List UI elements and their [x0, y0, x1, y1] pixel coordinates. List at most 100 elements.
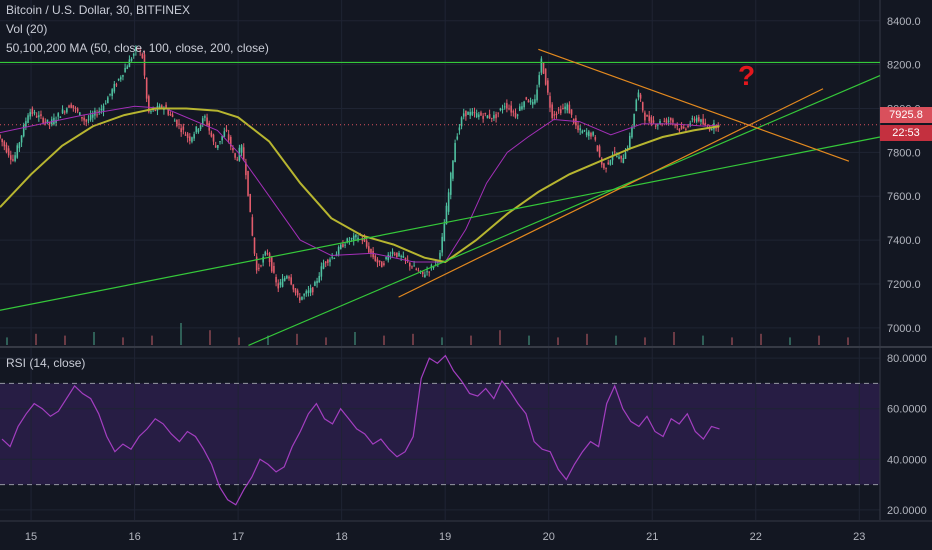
candle-body [678, 128, 681, 131]
candle-body [633, 113, 635, 126]
volume-bar [267, 335, 269, 345]
candle-body [307, 290, 310, 294]
candle-body [12, 159, 14, 161]
candle-body [178, 123, 180, 125]
candle-body [18, 142, 21, 149]
candle-body [5, 144, 8, 153]
candle-body [141, 54, 144, 59]
candle-body [130, 58, 133, 61]
rsi-line [1, 354, 720, 506]
candle-body [59, 116, 62, 118]
candle-body [458, 127, 461, 131]
candle-body [641, 102, 644, 111]
candle-body [264, 251, 267, 256]
candle-body [445, 205, 448, 225]
candle-body [629, 135, 631, 148]
candle-body [659, 121, 661, 124]
volume-bar [615, 335, 617, 345]
candle-body [449, 172, 452, 195]
candle-body [579, 128, 581, 131]
candle-body [337, 247, 340, 255]
candle-body [672, 119, 674, 123]
candle-body [393, 253, 396, 255]
candle-body [311, 287, 314, 293]
candle-body [650, 117, 653, 125]
rsi-band [0, 383, 880, 485]
candle-body [510, 105, 512, 113]
candle-body [117, 78, 120, 81]
candle-body [519, 106, 521, 111]
candle-body [3, 141, 6, 147]
candle-body [691, 118, 694, 120]
candle-body [83, 117, 85, 121]
candle-body [635, 99, 638, 112]
candle-body [387, 254, 390, 261]
candle-body [262, 256, 264, 263]
candle-body [184, 134, 187, 136]
orange-trendline [538, 48, 850, 162]
candle-body [357, 237, 359, 241]
candle-body [482, 115, 484, 119]
candle-body [197, 128, 200, 133]
candle-body [299, 297, 301, 301]
candle-body [676, 124, 679, 127]
candle-body [204, 116, 206, 118]
candle-body [258, 267, 260, 269]
candle-body [521, 106, 523, 110]
candle-body [109, 93, 111, 95]
candle-body [1, 138, 3, 143]
candle-body [380, 261, 383, 268]
candle-body [424, 274, 426, 278]
rsi-tick-label: 40.0000 [887, 454, 927, 466]
candle-body [98, 111, 101, 113]
candle-body [585, 132, 588, 136]
candle-body [27, 115, 29, 123]
candle-body [409, 262, 411, 267]
candle-body [186, 133, 189, 138]
candle-body [588, 131, 590, 137]
volume-bar [93, 332, 95, 345]
candle-body [637, 92, 640, 98]
candle-body [669, 118, 672, 121]
candle-body [182, 126, 185, 130]
candle-body [180, 128, 182, 133]
candle-body [217, 145, 219, 148]
candle-body [566, 104, 569, 111]
candle-body [66, 108, 68, 113]
candle-body [402, 255, 405, 258]
candle-body [16, 145, 19, 158]
candle-body [76, 108, 79, 112]
candle-body [255, 256, 258, 271]
candle-body [631, 126, 633, 138]
candle-body [523, 101, 525, 108]
candle-body [229, 136, 232, 147]
candle-body [290, 277, 292, 285]
candle-body [199, 124, 202, 129]
candle-body [415, 268, 418, 270]
candle-body [48, 121, 51, 125]
candle-body [551, 104, 553, 119]
candle-body [29, 112, 31, 117]
volume-bar [209, 330, 211, 345]
candle-body [221, 135, 223, 141]
candle-body [693, 119, 696, 121]
candle-body [89, 114, 92, 120]
volume-bar [528, 335, 530, 345]
volume-bar [64, 335, 66, 345]
candle-body [516, 114, 519, 116]
candle-body [20, 135, 23, 143]
candle-body [81, 116, 83, 119]
candle-body [473, 112, 476, 114]
candle-body [480, 112, 482, 116]
candle-body [376, 259, 379, 263]
candle-body [514, 112, 517, 118]
candle-body [708, 127, 711, 131]
candle-body [132, 53, 135, 56]
time-tick-label: 19 [439, 531, 451, 543]
candle-body [100, 108, 103, 111]
candle-body [646, 114, 648, 117]
candle-body [447, 192, 450, 212]
candle-body [570, 109, 573, 115]
candle-body [79, 112, 81, 116]
